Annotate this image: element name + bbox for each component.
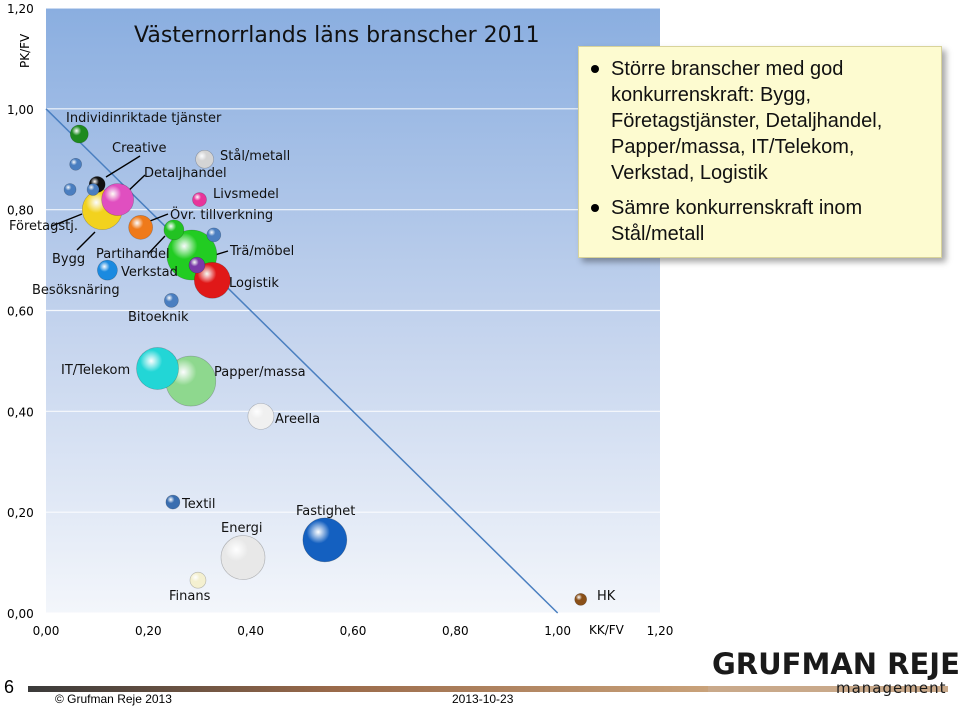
bubble-detaljhandel (101, 183, 134, 216)
bubble-it-telekom (136, 347, 179, 390)
bubble-unlabeled (86, 183, 100, 196)
callout-item-text: Sämre konkurrenskraft inom Stål/metall (611, 197, 863, 245)
bubble-verkstad (188, 256, 206, 274)
label-detaljhandel: Detaljhandel (144, 166, 227, 181)
x-tick-label: 1,20 (647, 624, 674, 638)
y-tick-label: 0,80 (7, 204, 34, 218)
label-ovr-tillverkning: Övr. tillverkning (170, 206, 273, 223)
x-tick-label: 0,40 (237, 624, 264, 638)
callout-item: Större branscher med god konkurrenskraft… (591, 56, 931, 186)
label-bitoeknik: Bitoeknik (128, 310, 189, 325)
x-tick-label: 0,60 (340, 624, 367, 638)
label-energi: Energi (221, 521, 262, 536)
y-tick-label: 0,20 (7, 506, 34, 520)
company-logo-subtitle: management (836, 679, 947, 697)
data-labels: Individinriktade tjänster Creative Stål/… (9, 111, 616, 604)
bubble-areella (247, 403, 275, 430)
label-stal-metall: Stål/metall (220, 149, 290, 164)
bubble-hk (574, 593, 587, 606)
x-tick-label: 0,00 (33, 624, 60, 638)
label-tra-mobel: Trä/möbel (229, 244, 294, 259)
bubble-layer (63, 124, 587, 606)
footer-divider-right (708, 686, 948, 692)
label-foretagstj: Företagstj. (9, 219, 78, 234)
label-fastighet: Fastighet (296, 504, 355, 519)
slide-number: 6 (4, 677, 15, 697)
bubble-bitoeknik (164, 293, 179, 308)
footer-date: 2013-10-23 (452, 692, 514, 706)
x-tick-label: 0,80 (442, 624, 469, 638)
y-tick-label: 0,00 (7, 607, 34, 621)
y-axis-ticks: 0,00 0,20 0,40 0,60 0,80 1,00 1,20 (7, 2, 34, 621)
bubble-unlabeled (206, 227, 222, 243)
label-hk: HK (597, 589, 616, 604)
y-tick-label: 1,00 (7, 103, 34, 117)
bubble-textil (165, 494, 181, 510)
bubble-logistik (193, 261, 231, 299)
callout-list: Större branscher med god konkurrenskraft… (591, 56, 931, 247)
bubble-finans (189, 571, 207, 589)
label-livsmedel: Livsmedel (213, 187, 279, 202)
y-axis-label: PK/FV (18, 33, 32, 68)
footer-divider (28, 686, 708, 692)
callout-item: Sämre konkurrenskraft inom Stål/metall (591, 195, 931, 247)
bubble-partihandel (163, 219, 185, 241)
arrow-creative (105, 155, 141, 178)
bubble-unlabeled (69, 157, 82, 171)
arrow-foretagstj (51, 213, 83, 227)
label-finans: Finans (169, 589, 211, 604)
bubble-unlabeled (63, 183, 77, 196)
y-tick-label: 1,20 (7, 2, 34, 16)
bubble-fastighet (302, 517, 348, 563)
x-tick-label: 0,20 (135, 624, 162, 638)
bubble-individinriktade-tjänster (69, 124, 89, 144)
label-verkstad: Verkstad (121, 265, 178, 280)
y-tick-label: 0,40 (7, 405, 34, 419)
label-it-telekom: IT/Telekom (61, 363, 130, 378)
bubble-övr-tillverkning (128, 215, 153, 240)
y-tick-label: 0,60 (7, 305, 34, 319)
footer-copyright: © Grufman Reje 2013 (55, 692, 172, 706)
arrow-partihandel (147, 235, 166, 255)
callout-item-text: Större branscher med god konkurrenskraft… (611, 58, 883, 184)
x-axis-label: KK/FV (589, 623, 625, 637)
label-textil: Textil (181, 497, 216, 512)
bubble-stål-metall (195, 149, 214, 169)
label-partihandel: Partihandel (96, 247, 170, 262)
x-axis-ticks: 0,00 0,20 0,40 0,60 0,80 1,00 1,20 (33, 624, 674, 638)
arrow-bygg (76, 231, 96, 251)
label-bygg: Bygg (52, 252, 85, 267)
x-tick-label: 1,00 (544, 624, 571, 638)
label-individinriktade: Individinriktade tjänster (66, 111, 222, 126)
bullet-icon (591, 204, 599, 212)
bullet-icon (591, 65, 599, 73)
label-papper-massa: Papper/massa (214, 365, 306, 380)
label-creative: Creative (112, 141, 167, 156)
chart-title: Västernorrlands läns branscher 2011 (134, 23, 540, 48)
bubble-energi (220, 535, 266, 580)
label-logistik: Logistik (229, 276, 279, 291)
label-areella: Areella (275, 412, 320, 427)
label-besoksnaring: Besöksnäring (32, 283, 120, 298)
company-logo-name: GRUFMAN REJE (712, 647, 960, 681)
arrow-ovr-tillverkning (149, 213, 169, 222)
bubble-livsmedel (192, 192, 207, 207)
bubble-besöksnäring (97, 259, 118, 281)
callout-box: Större branscher med god konkurrenskraft… (578, 46, 942, 258)
